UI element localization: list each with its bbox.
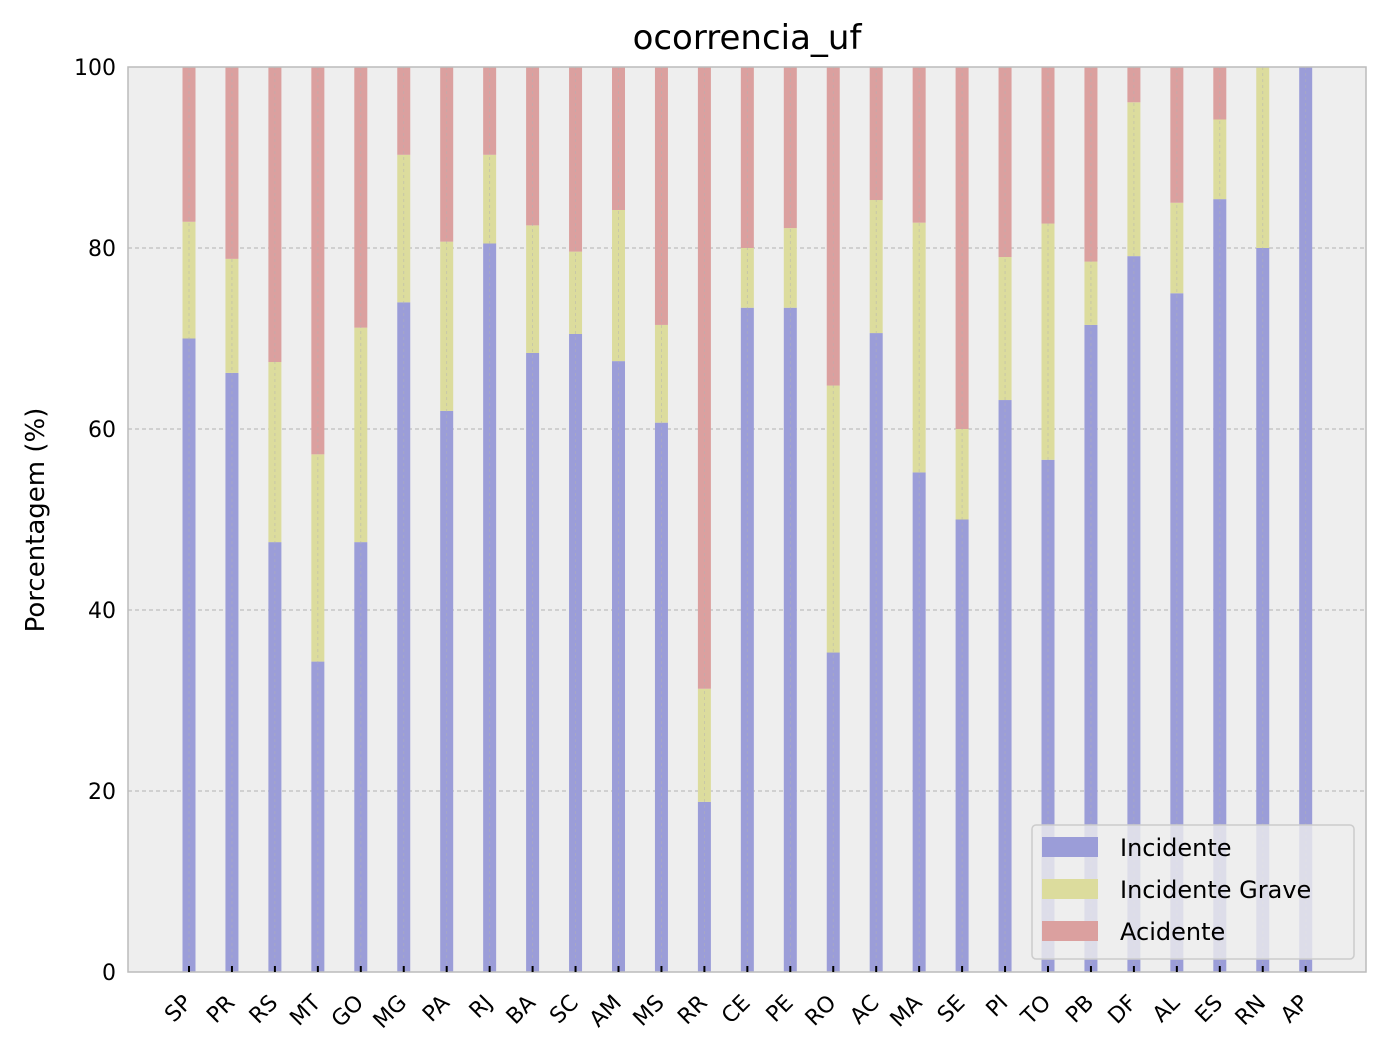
x-tick-label: SE (933, 991, 970, 1028)
bar-segment (912, 222, 926, 473)
bar-segment (1256, 248, 1270, 972)
bar-segment (998, 67, 1012, 258)
bar-segment (397, 154, 411, 303)
bar-segment (268, 67, 282, 363)
x-tick-label: AL (1148, 990, 1186, 1028)
bar-segment (1127, 102, 1141, 257)
x-tick-label: BA (502, 991, 541, 1030)
x-tick-label: AC (846, 991, 885, 1030)
bar-segment (225, 67, 239, 259)
bar-segment (912, 67, 926, 223)
bar-segment (998, 257, 1012, 401)
bar-segment (697, 67, 711, 689)
legend-swatch (1042, 921, 1098, 941)
bar-segment (612, 361, 625, 972)
x-tick-label: SP (160, 991, 197, 1028)
bars (182, 67, 1313, 973)
x-tick-label: TO (1016, 991, 1056, 1031)
legend-swatch (1042, 879, 1098, 899)
legend: Incidente Incidente Grave Acidente (1031, 824, 1355, 960)
x-tick-label: AP (1276, 991, 1314, 1029)
bar-segment (311, 661, 325, 972)
bar-segment (225, 372, 239, 972)
bar-segment (311, 454, 325, 662)
bar-segment (569, 333, 583, 973)
y-tick-label: 40 (88, 599, 116, 624)
x-tick-label: MS (629, 991, 670, 1032)
x-tick-label: PA (418, 991, 455, 1028)
bar-segment (354, 67, 368, 328)
x-tick-label: AM (585, 991, 627, 1033)
bar-segment (955, 429, 969, 520)
x-tick-label: CE (717, 991, 755, 1029)
legend-label: Acidente (1120, 918, 1225, 946)
y-tick-label: 0 (102, 961, 116, 986)
bar-segment (569, 251, 583, 334)
legend-box (1031, 824, 1355, 960)
x-tick-label: ES (1191, 991, 1228, 1028)
x-tick-label: RO (801, 991, 842, 1032)
bar-segment (182, 221, 196, 339)
y-tick-label: 100 (74, 56, 116, 81)
x-tick-label: RJ (465, 991, 498, 1024)
bar-segment (182, 67, 196, 222)
x-tick-label: MG (369, 991, 412, 1034)
legend-swatch (1042, 837, 1098, 857)
x-tick-label: MA (886, 991, 928, 1033)
y-axis: 0 20 40 60 80 100 (74, 56, 116, 986)
x-tick-label: PE (762, 991, 799, 1028)
x-tick-label: PB (1061, 991, 1099, 1029)
x-tick-label: DF (1104, 991, 1143, 1030)
bar-segment (1041, 223, 1055, 460)
x-tick-label: PR (202, 991, 240, 1029)
x-tick-label: MT (285, 990, 326, 1031)
bar-segment (1127, 67, 1141, 103)
bar-segment (440, 67, 454, 242)
y-tick-label: 60 (88, 418, 116, 443)
bar-segment (826, 67, 840, 386)
x-tick-label: RR (673, 991, 712, 1030)
y-axis-label: Porcentagem (%) (21, 408, 51, 633)
x-tick-label: PI (982, 991, 1014, 1023)
bar-segment (1084, 261, 1098, 325)
legend-label: Incidente Grave (1120, 876, 1311, 904)
bar-segment (612, 67, 625, 210)
chart-title: ocorrencia_uf (633, 18, 863, 58)
x-tick-label: SC (545, 991, 583, 1029)
x-tick-label: RN (1231, 991, 1271, 1031)
bar-segment (697, 801, 711, 972)
y-tick-label: 20 (88, 780, 116, 805)
legend-label: Incidente (1120, 834, 1232, 862)
x-tick-label: GO (327, 991, 369, 1033)
bar-segment (869, 333, 883, 972)
bar-segment (1084, 324, 1098, 972)
y-tick-label: 80 (88, 237, 116, 262)
x-axis: SP PR RS MT GO MG PA RJ BA SC AM MS RR CE PE RO AC MA SE PI… (160, 966, 1314, 1034)
x-tick-label: RS (245, 991, 283, 1029)
